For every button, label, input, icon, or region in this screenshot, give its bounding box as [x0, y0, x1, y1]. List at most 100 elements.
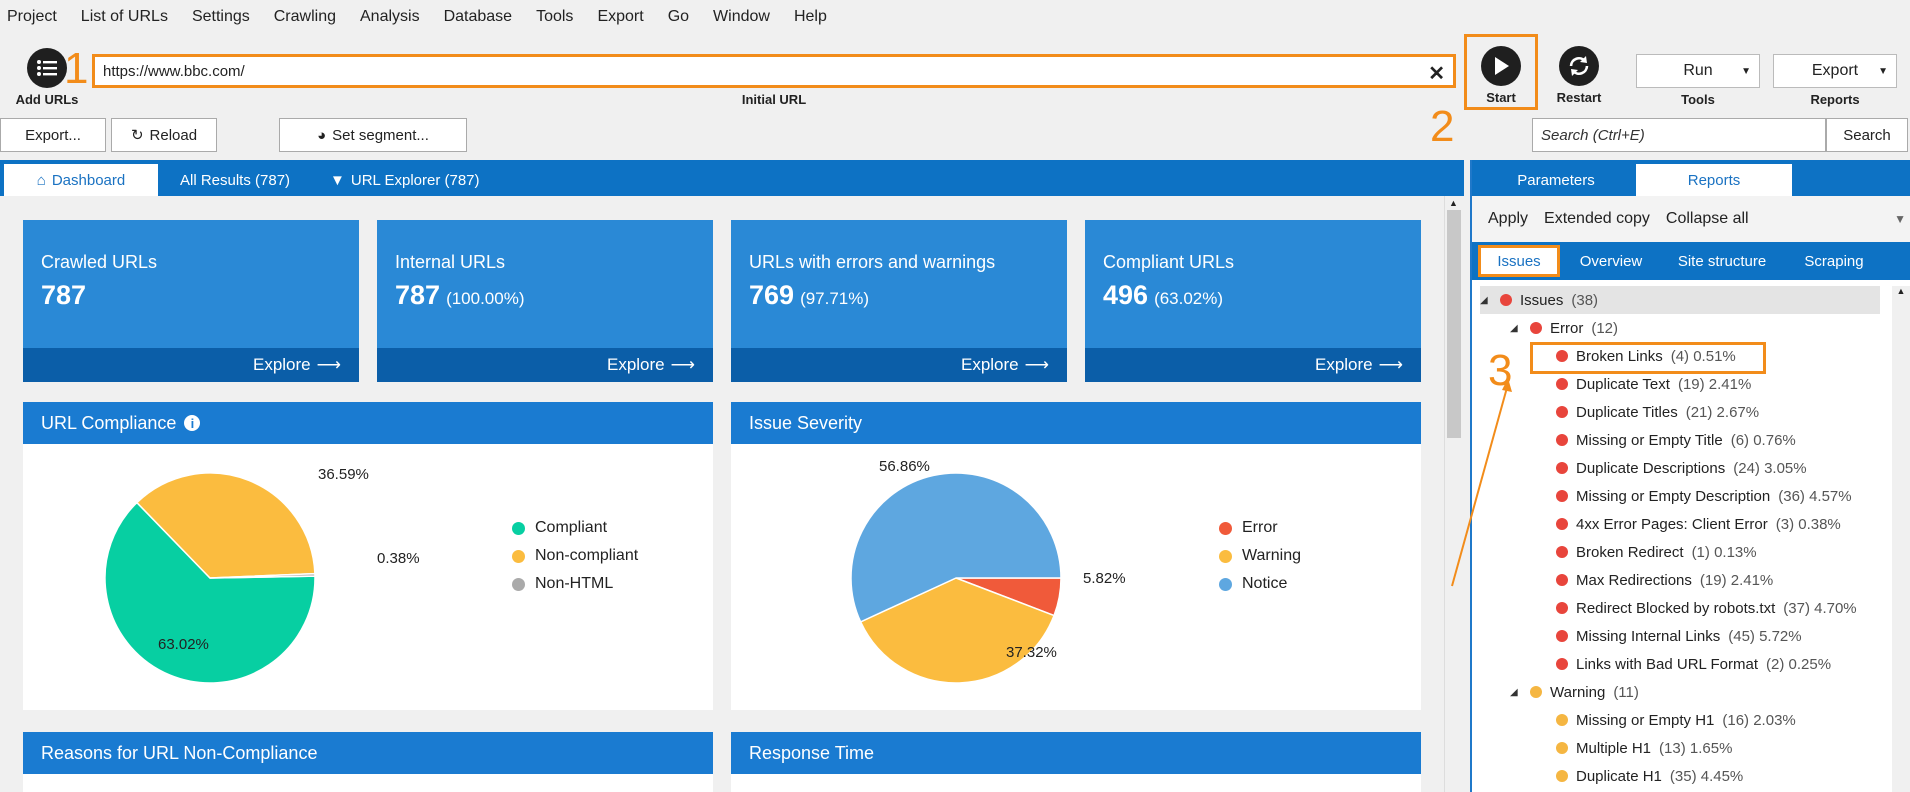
panel-header: Issue Severity	[731, 402, 1421, 444]
scroll-up-icon[interactable]: ▲	[1449, 198, 1458, 208]
tree-item[interactable]: Duplicate Descriptions (24) 3.05%	[1556, 454, 1807, 482]
annotation-1: 1	[64, 44, 89, 93]
export-button[interactable]: Export...	[0, 118, 106, 152]
tree-item[interactable]: Missing or Empty H1 (16) 2.03%	[1556, 706, 1796, 734]
set-segment-button[interactable]: ◕ Set segment...	[279, 118, 467, 152]
tree-item[interactable]: Broken Links (4) 0.51%	[1556, 342, 1736, 370]
tree-item-count: (38)	[1571, 291, 1599, 309]
tree-item[interactable]: Duplicate Text (19) 2.41%	[1556, 370, 1751, 398]
tab-all-results[interactable]: All Results (787)	[180, 171, 291, 189]
restart-button[interactable]: Restart	[1544, 46, 1614, 105]
run-dropdown[interactable]: Run ▼	[1636, 54, 1760, 88]
menu-settings[interactable]: Settings	[191, 8, 250, 25]
explore-link[interactable]: Explore ⟶	[731, 348, 1067, 382]
menu-go[interactable]: Go	[667, 8, 690, 25]
annotation-arrow	[1451, 378, 1512, 587]
panel-title: URL Compliance	[41, 412, 177, 433]
pie-slice-notice[interactable]	[850, 472, 1062, 623]
collapse-caret-icon[interactable]: ◢	[1510, 686, 1518, 698]
subtab-scraping[interactable]: Scraping	[1804, 252, 1864, 270]
tree-item[interactable]: ◢ Warning (11)	[1510, 678, 1639, 706]
legend-item: Warning	[1219, 542, 1301, 570]
add-urls-button[interactable]: Add URLs	[12, 48, 82, 107]
legend-item: Notice	[1219, 570, 1301, 598]
apply-button[interactable]: Apply	[1488, 210, 1529, 227]
tree-item[interactable]: Max Redirections (19) 2.41%	[1556, 566, 1773, 594]
export-dropdown[interactable]: Export ▼	[1773, 54, 1897, 88]
search-input[interactable]: Search (Ctrl+E)	[1532, 118, 1826, 152]
tree-item[interactable]: Missing or Empty Description (36) 4.57%	[1556, 482, 1852, 510]
explore-link[interactable]: Explore ⟶	[1085, 348, 1421, 382]
arrow-right-icon: ⟶	[316, 355, 341, 374]
tab-parameters[interactable]: Parameters	[1517, 171, 1595, 189]
pie-label: 37.32%	[1006, 644, 1057, 661]
extended-copy-button[interactable]: Extended copy	[1544, 210, 1650, 227]
tree-item[interactable]: Missing or Empty Title (6) 0.76%	[1556, 426, 1796, 454]
tree-scrollbar[interactable]: ▲	[1892, 286, 1910, 792]
status-dot-icon	[1556, 714, 1568, 726]
compliance-pie-chart	[104, 472, 316, 684]
filter-icon[interactable]: ▼	[1894, 212, 1906, 226]
collapse-all-button[interactable]: Collapse all	[1665, 210, 1749, 227]
tree-item[interactable]: Duplicate Titles (21) 2.67%	[1556, 398, 1759, 426]
tab-dashboard[interactable]: ⌂ Dashboard	[4, 164, 158, 196]
pie-slice-non-compliant[interactable]	[135, 472, 316, 579]
tree-item[interactable]: Missing Internal Links (45) 5.72%	[1556, 622, 1802, 650]
menu-database[interactable]: Database	[443, 8, 513, 25]
explore-link[interactable]: Explore ⟶	[377, 348, 713, 382]
legend-item: Error	[1219, 514, 1301, 542]
explore-link[interactable]: Explore ⟶	[23, 348, 359, 382]
tools-caption: Tools	[1681, 92, 1715, 107]
menu-tools[interactable]: Tools	[536, 8, 574, 25]
dashboard-scrollbar[interactable]: ▲	[1444, 196, 1462, 792]
tree-item-count: (35) 4.45%	[1669, 767, 1744, 785]
export-button-label: Export...	[25, 126, 81, 144]
panel-header: Reasons for URL Non-Compliance	[23, 732, 713, 774]
tree-item-label: Duplicate Descriptions	[1576, 459, 1726, 477]
card-value: 787	[41, 280, 87, 310]
start-button[interactable]: Start	[1466, 46, 1536, 105]
menu-window[interactable]: Window	[713, 8, 770, 25]
subtab-overview[interactable]: Overview	[1579, 252, 1643, 270]
clear-icon[interactable]: ✕	[1428, 63, 1445, 85]
reload-button[interactable]: ↻ Reload	[111, 118, 217, 152]
pie-slice-non-html[interactable]	[209, 572, 316, 579]
collapse-caret-icon[interactable]: ◢	[1480, 294, 1488, 306]
tree-item[interactable]: ◢ Issues (38)	[1480, 286, 1880, 314]
pie-label: 0.38%	[377, 550, 420, 567]
tree-item-label: 4xx Error Pages: Client Error	[1576, 515, 1768, 533]
menu-list-of-urls[interactable]: List of URLs	[80, 8, 168, 25]
dropdown-arrow-icon: ▼	[1878, 65, 1888, 77]
subtab-site-structure[interactable]: Site structure	[1677, 252, 1767, 270]
search-button[interactable]: Search	[1826, 118, 1908, 152]
pie-slice-compliant[interactable]	[104, 501, 316, 684]
menu-project[interactable]: Project	[7, 8, 57, 25]
tree-item[interactable]: Duplicate H1 (35) 4.45%	[1556, 762, 1743, 790]
tree-item[interactable]: ◢ Error (12)	[1510, 314, 1618, 342]
tree-item[interactable]: Redirect Blocked by robots.txt (37) 4.70%	[1556, 594, 1857, 622]
tree-item-count: (16) 2.03%	[1722, 711, 1796, 729]
card-title: URLs with errors and warnings	[749, 252, 996, 272]
scroll-thumb[interactable]	[1446, 210, 1461, 438]
card-title: Crawled URLs	[41, 252, 158, 272]
tab-url-explorer[interactable]: ▼ URL Explorer (787)	[330, 164, 480, 196]
tree-item-label: Links with Bad URL Format	[1576, 655, 1759, 673]
response-time-panel: Response Time	[731, 732, 1421, 792]
collapse-caret-icon[interactable]: ◢	[1510, 322, 1518, 334]
pie-slice-warning[interactable]	[859, 577, 1056, 684]
tree-item[interactable]: Broken Redirect (1) 0.13%	[1556, 538, 1757, 566]
refresh-icon	[1559, 46, 1599, 86]
start-label: Start	[1486, 90, 1516, 105]
subtab-issues[interactable]: Issues	[1478, 245, 1560, 277]
menu-help[interactable]: Help	[793, 8, 827, 25]
initial-url-input[interactable]: https://www.bbc.com/ ✕	[92, 54, 1456, 88]
tree-item[interactable]: 4xx Error Pages: Client Error (3) 0.38%	[1556, 510, 1841, 538]
tree-item[interactable]: Multiple H1 (13) 1.65%	[1556, 734, 1732, 762]
info-icon[interactable]: i	[184, 415, 201, 431]
menu-crawling[interactable]: Crawling	[273, 8, 336, 25]
scroll-up-icon[interactable]: ▲	[1896, 286, 1906, 296]
tab-reports[interactable]: Reports	[1636, 164, 1792, 196]
menu-export[interactable]: Export	[597, 8, 644, 25]
menu-analysis[interactable]: Analysis	[360, 8, 420, 25]
tree-item[interactable]: Links with Bad URL Format (2) 0.25%	[1556, 650, 1831, 678]
